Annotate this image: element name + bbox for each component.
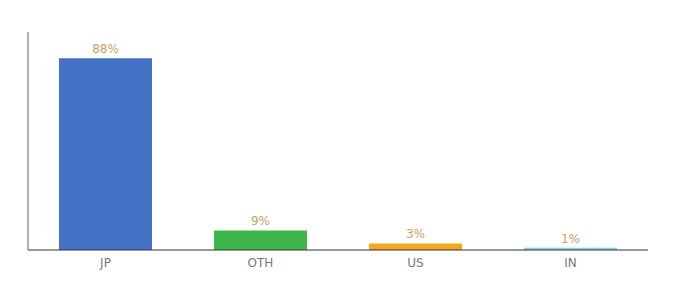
svg-text:US: US: [407, 256, 423, 270]
svg-text:1%: 1%: [561, 232, 580, 246]
svg-text:88%: 88%: [92, 42, 119, 56]
svg-text:JP: JP: [99, 256, 111, 270]
svg-text:9%: 9%: [251, 214, 270, 228]
svg-text:3%: 3%: [406, 227, 425, 241]
svg-text:OTH: OTH: [248, 256, 274, 270]
svg-text:IN: IN: [564, 256, 577, 270]
